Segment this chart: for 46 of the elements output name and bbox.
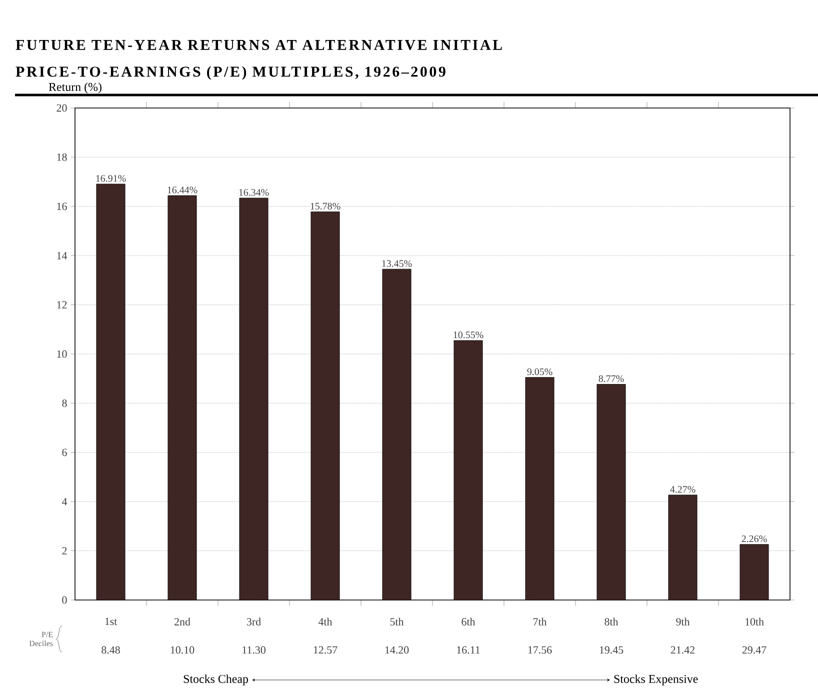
x-tick-label: 8th <box>604 618 618 626</box>
x-tick-label: 10th <box>745 618 764 626</box>
y-tick-label: 14 <box>57 252 68 260</box>
chart-subtitle: PRICE-TO-EARNINGS (P/E) MULTIPLES, 1926–2009 <box>16 66 446 80</box>
chart-title: FUTURE TEN-YEAR RETURNS AT ALTERNATIVE INITIAL <box>16 40 502 50</box>
x-tick-label: 1st <box>105 618 118 626</box>
y-tick-label: 4 <box>62 498 68 506</box>
x-tick-label: 9th <box>676 618 690 626</box>
text: Stocks Cheap <box>184 674 248 686</box>
text: 11.30 <box>242 646 266 654</box>
data-label: 16.44% <box>168 186 198 194</box>
x-tick-label: 4th <box>318 618 332 626</box>
text: 14.20 <box>385 646 409 654</box>
text: 29.47 <box>742 646 766 654</box>
y-tick-label: 8 <box>62 399 67 407</box>
y-tick-label: 2 <box>62 547 67 554</box>
text: Stocks Expensive <box>614 674 698 686</box>
text: 8.48 <box>102 646 120 654</box>
y-tick-label: 12 <box>57 301 67 308</box>
text: 21.42 <box>670 646 694 654</box>
data-label: 2.26% <box>742 535 767 542</box>
data-label: 16.34% <box>239 189 269 196</box>
data-label: 15.78% <box>310 202 340 210</box>
x-tick-label: 2nd <box>174 618 190 626</box>
data-label: 10.55% <box>454 331 484 338</box>
y-tick-label: 10 <box>57 350 67 358</box>
data-label: 8.77% <box>598 375 624 382</box>
text: 12.57 <box>314 646 338 654</box>
x-tick-label: 7th <box>533 618 547 626</box>
y-tick-label: 18 <box>57 153 67 161</box>
y-tick-label: 6 <box>62 448 67 456</box>
data-label: 9.05% <box>527 368 552 376</box>
text: 17.56 <box>528 646 552 654</box>
data-label: 4.27% <box>670 486 696 493</box>
data-label: 16.91% <box>96 175 126 182</box>
y-tick-label: 16 <box>57 202 67 210</box>
y-tick-label: 0 <box>62 596 67 604</box>
text: 10.10 <box>170 646 194 654</box>
text: 19.45 <box>600 646 624 654</box>
y-axis-title: Return (%) <box>48 82 102 94</box>
x-tick-label: 3rd <box>246 618 261 626</box>
data-label: 13.45% <box>382 260 412 267</box>
x-tick-label: 5th <box>390 618 404 626</box>
y-tick-label: 20 <box>56 104 67 112</box>
text: 16.11 <box>457 646 480 654</box>
x-tick-label: 6th <box>462 618 476 626</box>
